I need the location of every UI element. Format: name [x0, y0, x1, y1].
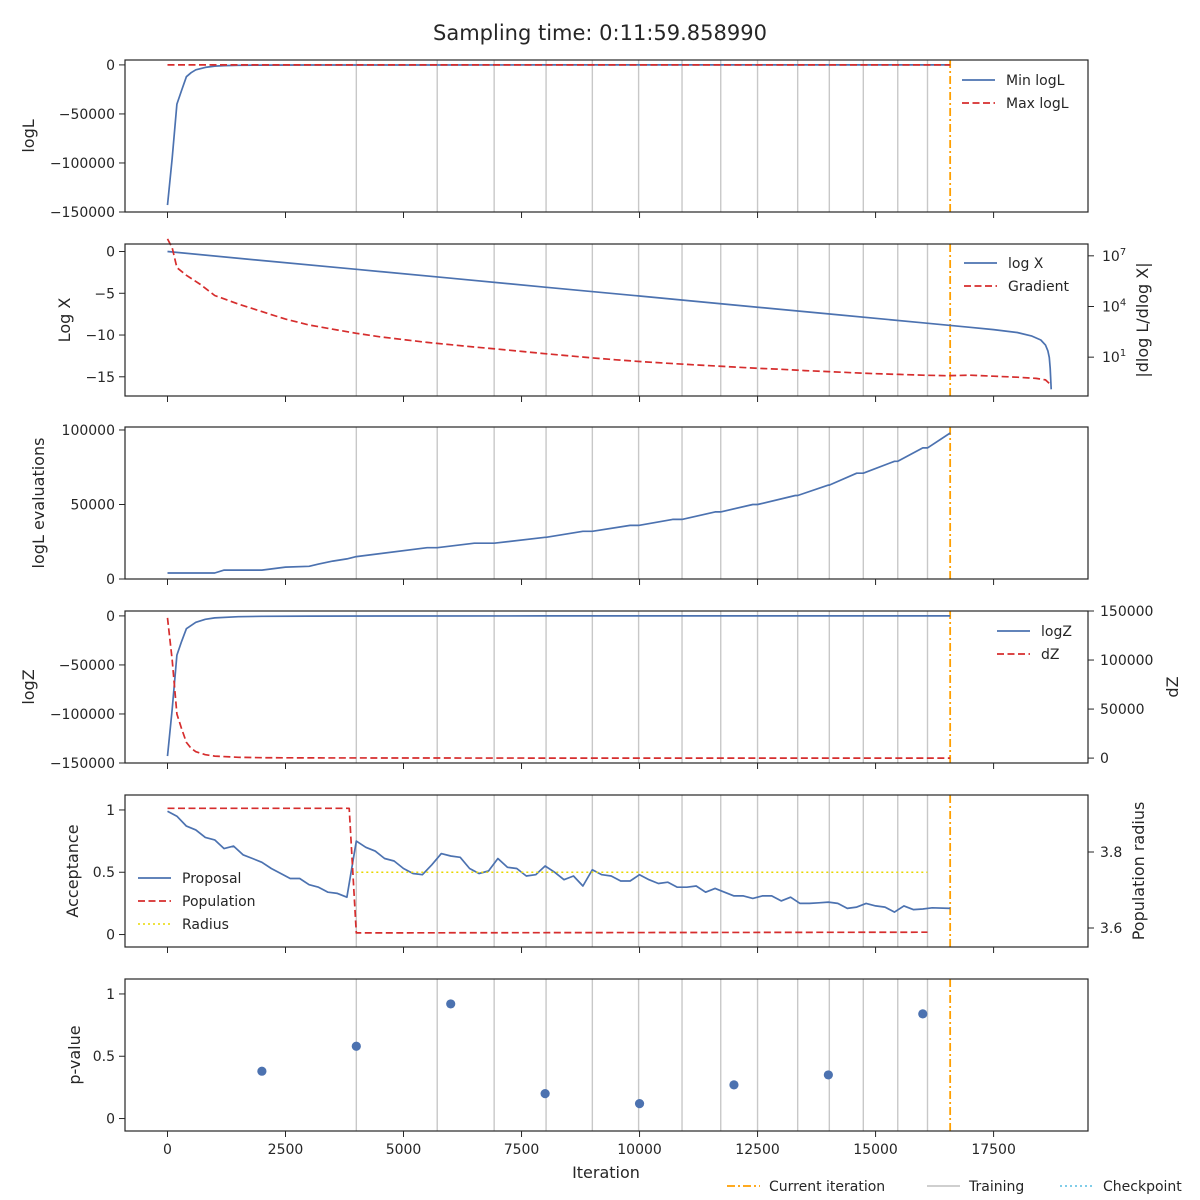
y-tick-label: −50000	[59, 658, 115, 674]
legend-training-label: Training	[968, 1179, 1024, 1195]
y-tick-label: 1	[106, 987, 115, 1003]
y2-tick-label: 107	[1102, 247, 1126, 265]
y-axis-label: Acceptance	[63, 824, 82, 917]
y-tick-label: 0	[106, 572, 115, 588]
data-point	[540, 1089, 550, 1099]
legend-label: Min logL	[1006, 73, 1065, 89]
y2-tick-label: 50000	[1100, 702, 1145, 718]
legend-label: dZ	[1041, 647, 1059, 663]
y-tick-label: −100000	[50, 707, 115, 723]
y-tick-label: −100000	[50, 156, 115, 172]
data-point	[729, 1080, 739, 1090]
axes-frame	[124, 426, 1089, 580]
y-tick-label: 50000	[70, 497, 115, 513]
y-axis-label: logZ	[19, 669, 38, 704]
y-tick-label: −5	[94, 286, 115, 302]
y2-tick-label: 150000	[1100, 604, 1153, 620]
y-tick-label: −150000	[50, 756, 115, 772]
y-tick-label: 0	[106, 245, 115, 261]
series-line-dz	[166, 617, 951, 759]
y-tick-label: 1	[106, 803, 115, 819]
legend-label: Proposal	[182, 871, 241, 887]
legend-label: Population	[182, 894, 256, 910]
y-tick-label: 0	[106, 928, 115, 944]
x-axis-label: Iteration	[572, 1163, 640, 1182]
x-tick-label: 10000	[617, 1142, 662, 1158]
legend-label: Max logL	[1006, 96, 1069, 112]
panel-logL: 0 −50000 −100000 −150000 logL Min logL Max log…	[19, 58, 1089, 221]
series-line-proposal	[167, 810, 951, 913]
y-tick-label: −50000	[59, 107, 115, 123]
y-tick-label: 0	[106, 609, 115, 625]
y-tick-label: −15	[85, 370, 115, 386]
data-point	[918, 1009, 928, 1019]
y-tick-label: 100000	[62, 423, 115, 439]
axes-frame	[124, 978, 1089, 1132]
data-point	[257, 1066, 267, 1076]
y2-tick-label: 3.6	[1100, 921, 1122, 937]
y2-tick-label: 104	[1102, 297, 1126, 315]
series-line-logz	[166, 615, 951, 757]
legend-label: Gradient	[1008, 279, 1069, 295]
series-line-population	[167, 807, 928, 934]
x-tick-label: 5000	[386, 1142, 422, 1158]
series-line-min-logl	[166, 64, 951, 206]
y2-tick-label: 3.8	[1100, 845, 1122, 861]
x-tick-label: 7500	[504, 1142, 540, 1158]
series-line-main	[167, 432, 951, 574]
bottom-legend: Current iteration Training Checkpoint	[727, 1179, 1182, 1195]
panel-acceptance: 1 0.5 0 Acceptance 3.8 3.6 Population radius Pr…	[63, 794, 1148, 953]
y2-axis-label: dZ	[1163, 676, 1182, 697]
y-tick-label: 0	[106, 1112, 115, 1128]
data-point	[446, 999, 456, 1009]
legend-current-iteration-label: Current iteration	[769, 1179, 885, 1195]
x-tick-label: 15000	[853, 1142, 898, 1158]
y-axis-label: p-value	[65, 1025, 84, 1084]
series-line-gradient	[166, 238, 1052, 386]
y-tick-label: −150000	[50, 205, 115, 221]
y-axis-label: logL	[19, 119, 38, 152]
y-tick-label: 0.5	[93, 865, 115, 881]
data-point	[351, 1041, 361, 1051]
legend-checkpoint-label: Checkpoint	[1103, 1179, 1182, 1195]
x-tick-label: 2500	[268, 1142, 304, 1158]
axes-frame	[124, 794, 1089, 948]
panel-logX: 0 −5 −10 −15 Log X 107 104 101 |dlog L/dlog X| lo…	[55, 238, 1152, 402]
legend-label: log X	[1008, 256, 1044, 272]
panel-pvalue: 0 2500 5000 7500 10000 12500 15000 17500 1 0.5 0 p-…	[65, 978, 1089, 1158]
panel-logZ: 0 −50000 −100000 −150000 logZ 150000 100000 500…	[19, 604, 1182, 772]
x-tick-label: 17500	[971, 1142, 1016, 1158]
x-tick-label: 12500	[735, 1142, 780, 1158]
y2-axis-label: Population radius	[1129, 802, 1148, 941]
legend-label: Radius	[182, 917, 229, 933]
axes-frame	[124, 610, 1089, 764]
legend-logZ: logZ dZ	[997, 624, 1072, 663]
legend-logL: Min logL Max logL	[962, 73, 1069, 112]
y-tick-label: 0	[106, 58, 115, 74]
axes-frame	[124, 243, 1089, 397]
y2-tick-label: 0	[1100, 751, 1109, 767]
y2-axis-label: |dlog L/dlog X|	[1133, 262, 1152, 377]
y2-tick-label: 100000	[1100, 653, 1153, 669]
figure-title: Sampling time: 0:11:59.858990	[433, 21, 767, 45]
y-axis-label: Log X	[55, 298, 74, 343]
data-point	[823, 1070, 833, 1080]
series-line-log-x	[167, 250, 1053, 390]
y-axis-label: logL evaluations	[29, 438, 48, 569]
panel-evaluations: 0 50000 100000 logL evaluations	[29, 423, 1089, 588]
legend-logX: log X Gradient	[964, 256, 1069, 295]
y-tick-label: −10	[85, 328, 115, 344]
data-point	[634, 1098, 645, 1109]
x-tick-label: 0	[163, 1142, 172, 1158]
axes-frame	[124, 59, 1089, 213]
legend-label: logZ	[1041, 624, 1072, 640]
legend-acceptance: Proposal Population Radius	[138, 871, 256, 933]
y-tick-label: 0.5	[93, 1049, 115, 1065]
y2-tick-label: 101	[1102, 348, 1126, 366]
